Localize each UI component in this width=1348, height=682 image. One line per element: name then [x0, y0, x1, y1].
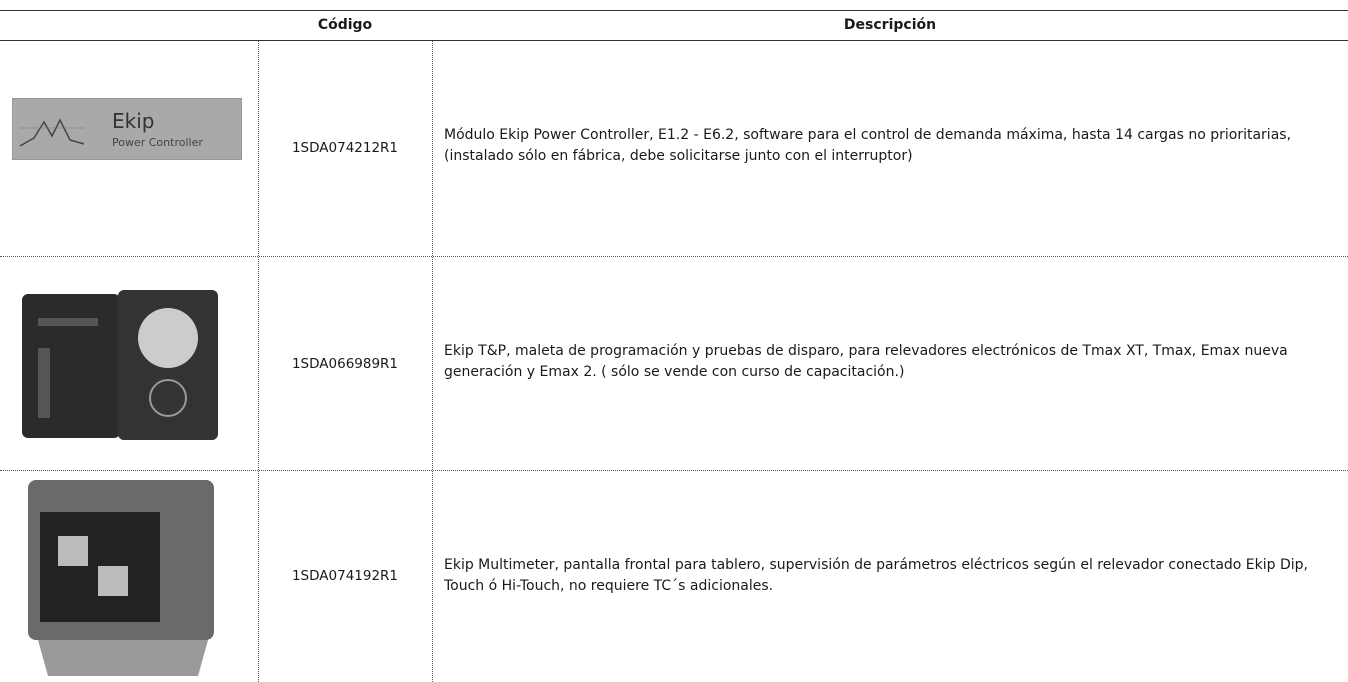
header-rule: [0, 40, 1348, 41]
product-code: 1SDA074212R1: [291, 140, 399, 156]
row-divider: [0, 470, 1348, 471]
header-code: Código: [317, 17, 373, 33]
product-code: 1SDA066989R1: [291, 356, 399, 372]
header-description: Descripción: [843, 17, 937, 33]
product-image: [28, 480, 214, 676]
product-image: [22, 290, 218, 440]
product-description: Ekip T&P, maleta de programación y prueb…: [444, 343, 1288, 380]
image-text: Ekip: [112, 109, 154, 133]
row-divider: [0, 256, 1348, 257]
top-rule: [0, 10, 1348, 11]
image-text: Power Controller: [112, 136, 203, 149]
product-code: 1SDA074192R1: [291, 568, 399, 584]
product-description: Ekip Multimeter, pantalla frontal para t…: [444, 557, 1308, 594]
product-description: Módulo Ekip Power Controller, E1.2 - E6.…: [444, 127, 1292, 164]
product-image: Ekip Power Controller: [12, 98, 242, 160]
column-divider: [258, 41, 259, 682]
column-divider: [432, 41, 433, 682]
